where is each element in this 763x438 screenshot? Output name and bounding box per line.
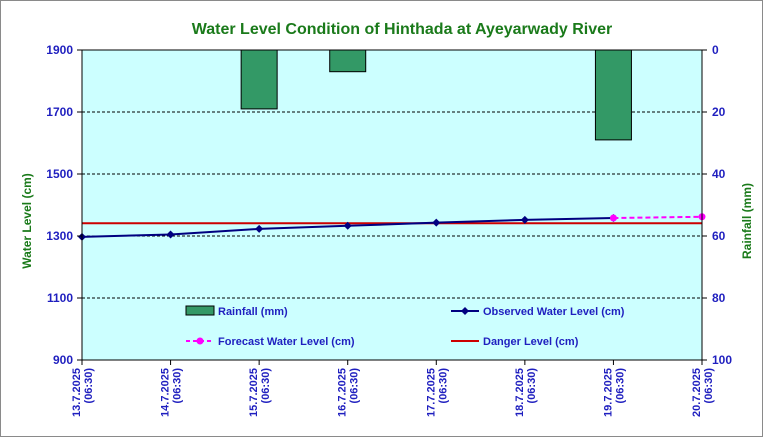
y2-axis-ticks: 0 20 40 60 80 100 <box>702 43 732 367</box>
y2-tick-label: 40 <box>712 167 726 181</box>
legend-marker-observed <box>461 307 469 315</box>
legend-swatch-rainfall <box>185 305 215 316</box>
forecast-point <box>609 214 617 222</box>
y2-axis-title: Rainfall (mm) <box>740 183 754 259</box>
legend-label: Rainfall (mm) <box>218 306 288 318</box>
legend-label: Observed Water Level (cm) <box>483 306 625 318</box>
y-tick-label: 1700 <box>46 105 73 119</box>
y2-tick-label: 0 <box>712 43 719 57</box>
chart-title: Water Level Condition of Hinthada at Aye… <box>192 21 613 38</box>
y-axis-title: Water Level (cm) <box>20 173 34 269</box>
rainfall-bar <box>329 49 367 73</box>
legend-item: Observed Water Level (cm) <box>451 306 625 318</box>
legend-marker-forecast <box>196 337 204 345</box>
y2-tick-label: 60 <box>712 229 726 243</box>
legend: Rainfall (mm) Observed Water Level (cm) Fo… <box>185 305 625 348</box>
y2-tick-label: 100 <box>712 353 732 367</box>
observed-point <box>343 221 352 230</box>
y-tick-label: 1100 <box>47 291 73 305</box>
x-axis-ticks: 13.7.2025(06:30) 14.7.2025(06:30) 15.7.202… <box>71 360 715 417</box>
observed-point <box>432 218 441 227</box>
x-tick-label: 13.7.2025(06:30) <box>71 368 95 417</box>
series-lines <box>78 213 706 241</box>
observed-point <box>166 230 175 239</box>
y-tick-label: 1300 <box>46 229 73 243</box>
y2-tick-label: 80 <box>712 291 726 305</box>
x-tick-label: 14.7.2025(06:30) <box>160 368 184 417</box>
legend-item: Rainfall (mm) <box>185 305 288 318</box>
observed-point <box>255 224 264 233</box>
y-axis-ticks: 900 1100 1300 1500 1700 1900 <box>46 43 82 367</box>
x-tick-label: 15.7.2025(06:30) <box>248 368 272 417</box>
axes <box>81 49 703 361</box>
x-tick-label: 18.7.2025(06:30) <box>514 368 538 417</box>
forecast-water-level-line <box>613 215 703 220</box>
y2-tick-label: 20 <box>712 105 726 119</box>
rainfall-bar <box>594 49 632 141</box>
legend-label: Danger Level (cm) <box>483 336 579 348</box>
x-tick-label: 20.7.2025(06:30) <box>691 368 715 417</box>
rainfall-bar <box>240 49 278 110</box>
legend-item: Forecast Water Level (cm) <box>186 336 355 348</box>
y-tick-label: 900 <box>53 353 73 367</box>
y-tick-label: 1900 <box>46 43 73 57</box>
y-tick-label: 1500 <box>46 167 73 181</box>
x-tick-label: 16.7.2025(06:30) <box>337 368 361 417</box>
legend-item: Danger Level (cm) <box>451 336 579 348</box>
observed-point <box>520 215 529 224</box>
x-tick-label: 17.7.2025(06:30) <box>425 368 449 417</box>
legend-label: Forecast Water Level (cm) <box>218 336 355 348</box>
x-tick-label: 19.7.2025(06:30) <box>602 368 626 417</box>
